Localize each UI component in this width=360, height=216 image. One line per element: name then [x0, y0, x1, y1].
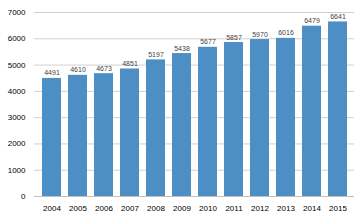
svg-text:2000: 2000 [8, 139, 26, 148]
svg-text:5438: 5438 [174, 45, 190, 52]
svg-text:2006: 2006 [95, 204, 113, 213]
svg-text:6016: 6016 [278, 29, 294, 36]
svg-text:3000: 3000 [8, 113, 26, 122]
svg-text:7000: 7000 [8, 8, 26, 17]
svg-text:2004: 2004 [43, 204, 61, 213]
svg-text:2013: 2013 [277, 204, 295, 213]
svg-text:5970: 5970 [252, 31, 268, 38]
svg-text:1000: 1000 [8, 166, 26, 175]
svg-text:6479: 6479 [304, 17, 320, 24]
svg-text:5000: 5000 [8, 61, 26, 70]
svg-text:5677: 5677 [200, 38, 216, 45]
svg-text:2008: 2008 [147, 204, 165, 213]
svg-text:2014: 2014 [303, 204, 321, 213]
svg-text:4673: 4673 [96, 65, 112, 72]
svg-text:4000: 4000 [8, 87, 26, 96]
svg-text:2012: 2012 [251, 204, 269, 213]
svg-text:2005: 2005 [69, 204, 87, 213]
svg-text:4851: 4851 [122, 60, 138, 67]
svg-text:2009: 2009 [173, 204, 191, 213]
svg-text:6000: 6000 [8, 34, 26, 43]
svg-text:6641: 6641 [330, 13, 346, 20]
svg-text:4491: 4491 [44, 69, 60, 76]
svg-text:5197: 5197 [148, 51, 164, 58]
svg-text:0: 0 [21, 192, 26, 201]
svg-text:2007: 2007 [121, 204, 139, 213]
svg-text:2010: 2010 [199, 204, 217, 213]
svg-text:5857: 5857 [226, 34, 242, 41]
svg-text:4610: 4610 [70, 66, 86, 73]
svg-text:2011: 2011 [225, 204, 243, 213]
svg-text:2015: 2015 [329, 204, 347, 213]
